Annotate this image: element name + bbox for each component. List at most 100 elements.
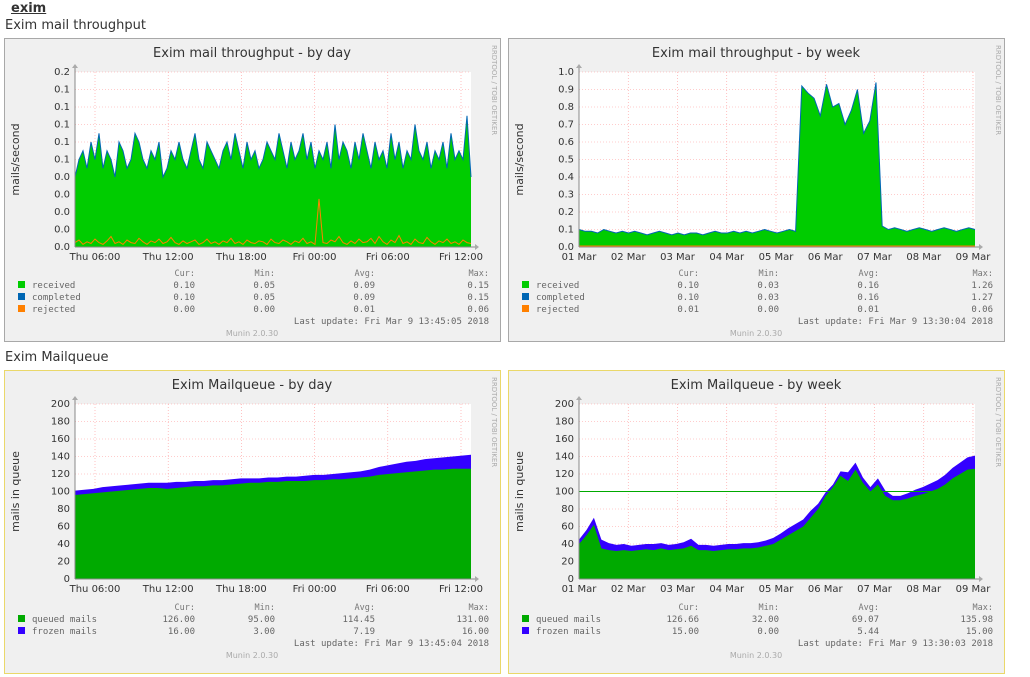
munin-version: Munin 2.0.30 [226, 329, 278, 338]
chart-title: Exim Mailqueue - by day [172, 378, 333, 393]
legend-value: 32.00 [752, 615, 779, 625]
legend-header: Cur: [175, 269, 195, 279]
y-tick-label: 120 [51, 469, 70, 480]
legend-series-name: rejected [32, 305, 75, 315]
legend-value: 0.00 [253, 305, 275, 315]
x-axis-arrow [979, 576, 983, 582]
legend-header: Cur: [679, 603, 699, 613]
legend-swatch [522, 305, 529, 312]
x-tick-label: 08 Mar [906, 584, 942, 595]
legend-series-name: received [536, 281, 579, 291]
legend-swatch [522, 293, 529, 300]
y-tick-label: 0.0 [54, 242, 70, 253]
chart-throughput-day: Exim mail throughput - by day RRDTOOL / T… [9, 45, 498, 338]
y-tick-label: 0.0 [54, 207, 70, 218]
series-rejected-line [74, 198, 472, 246]
legend-value: 0.03 [757, 281, 779, 291]
legend-value: 1.26 [971, 281, 993, 291]
legend-header: Avg: [355, 269, 375, 279]
legend-header: Min: [759, 269, 779, 279]
y-tick-label: 0.5 [558, 155, 574, 166]
x-tick-label: Thu 06:00 [69, 252, 121, 263]
graph-throughput-week[interactable]: Exim mail throughput - by week RRDTOOL / … [508, 38, 1005, 342]
x-tick-label: 09 Mar [956, 584, 992, 595]
chart-mailqueue-day: Exim Mailqueue - by day RRDTOOL / TOBI OE… [9, 377, 498, 660]
y-tick-label: 1.0 [558, 67, 574, 78]
legend-header: Max: [973, 269, 993, 279]
legend-value: 131.00 [456, 615, 489, 625]
legend-header: Max: [469, 603, 489, 613]
y-tick-label: 0 [64, 574, 70, 585]
series-completed-line [74, 115, 472, 179]
x-tick-label: Fri 06:00 [366, 252, 410, 263]
x-tick-label: Thu 12:00 [142, 252, 194, 263]
legend-header: Min: [255, 269, 275, 279]
y-tick-label: 0.0 [558, 242, 574, 253]
y-tick-label: 0.1 [54, 102, 70, 113]
y-tick-label: 0.2 [558, 207, 574, 218]
legend-value: 0.05 [253, 281, 275, 291]
legend-series-name: queued mails [536, 615, 601, 625]
y-tick-label: 180 [555, 417, 574, 428]
legend-value: 0.09 [353, 293, 375, 303]
legend-value: 15.00 [966, 627, 993, 637]
legend-value: 16.00 [462, 627, 489, 637]
legend-value: 0.03 [757, 293, 779, 303]
section-title-throughput: Exim mail throughput [5, 18, 146, 33]
y-axis-label: mails/second [9, 123, 22, 195]
legend-value: 3.00 [253, 627, 275, 637]
last-update-text: Last update: Fri Mar 9 13:45:05 2018 [294, 317, 489, 327]
y-tick-label: 140 [555, 452, 574, 463]
legend-value: 0.06 [467, 305, 489, 315]
x-tick-label: 06 Mar [808, 252, 844, 263]
chart-mailqueue-week: Exim Mailqueue - by week RRDTOOL / TOBI O… [513, 377, 1002, 660]
y-tick-label: 100 [555, 487, 574, 498]
graph-mailqueue-week[interactable]: Exim Mailqueue - by week RRDTOOL / TOBI O… [508, 370, 1005, 674]
legend-value: 0.06 [971, 305, 993, 315]
legend-swatch [18, 305, 25, 312]
y-tick-label: 40 [57, 539, 70, 550]
y-tick-label: 0.6 [558, 137, 574, 148]
y-tick-label: 0.9 [558, 85, 574, 96]
x-tick-label: 08 Mar [906, 252, 942, 263]
x-tick-label: Fri 12:00 [439, 252, 483, 263]
legend-value: 126.00 [162, 615, 195, 625]
legend-series-name: queued mails [32, 615, 97, 625]
graph-throughput-day[interactable]: Exim mail throughput - by day RRDTOOL / T… [4, 38, 501, 342]
legend-value: 95.00 [248, 615, 275, 625]
series-completed-line [578, 82, 976, 236]
y-tick-label: 20 [561, 557, 574, 568]
legend-value: 0.16 [857, 281, 879, 291]
x-tick-label: 05 Mar [759, 584, 795, 595]
x-axis-arrow [475, 576, 479, 582]
y-axis-arrow [72, 396, 78, 400]
y-tick-label: 0.4 [558, 172, 574, 183]
x-tick-label: 06 Mar [808, 584, 844, 595]
y-tick-label: 200 [555, 399, 574, 410]
chart-title: Exim mail throughput - by week [652, 46, 861, 61]
legend-header: Avg: [859, 269, 879, 279]
legend-value: 0.01 [677, 305, 699, 315]
legend-value: 0.15 [467, 293, 489, 303]
legend-swatch [18, 293, 25, 300]
series-queued-area [75, 468, 471, 579]
legend-value: 0.16 [857, 293, 879, 303]
graph-mailqueue-day[interactable]: Exim Mailqueue - by day RRDTOOL / TOBI OE… [4, 370, 501, 674]
x-tick-label: 09 Mar [956, 252, 992, 263]
legend-value: 69.07 [852, 615, 879, 625]
legend-swatch [18, 627, 25, 634]
legend-value: 0.10 [173, 293, 195, 303]
y-tick-label: 0.2 [54, 67, 70, 78]
x-axis-arrow [979, 244, 983, 250]
x-tick-label: Fri 00:00 [293, 584, 337, 595]
y-tick-label: 0.3 [558, 190, 574, 201]
legend-series-name: frozen mails [536, 627, 601, 637]
rrdtool-label: RRDTOOL / TOBI OETIKER [490, 45, 498, 135]
y-tick-label: 160 [555, 434, 574, 445]
y-tick-label: 60 [57, 522, 70, 533]
legend-value: 0.10 [173, 281, 195, 291]
x-tick-label: Fri 00:00 [293, 252, 337, 263]
y-axis-arrow [576, 396, 582, 400]
page-title[interactable]: exim [11, 1, 47, 16]
y-tick-label: 0.0 [54, 225, 70, 236]
